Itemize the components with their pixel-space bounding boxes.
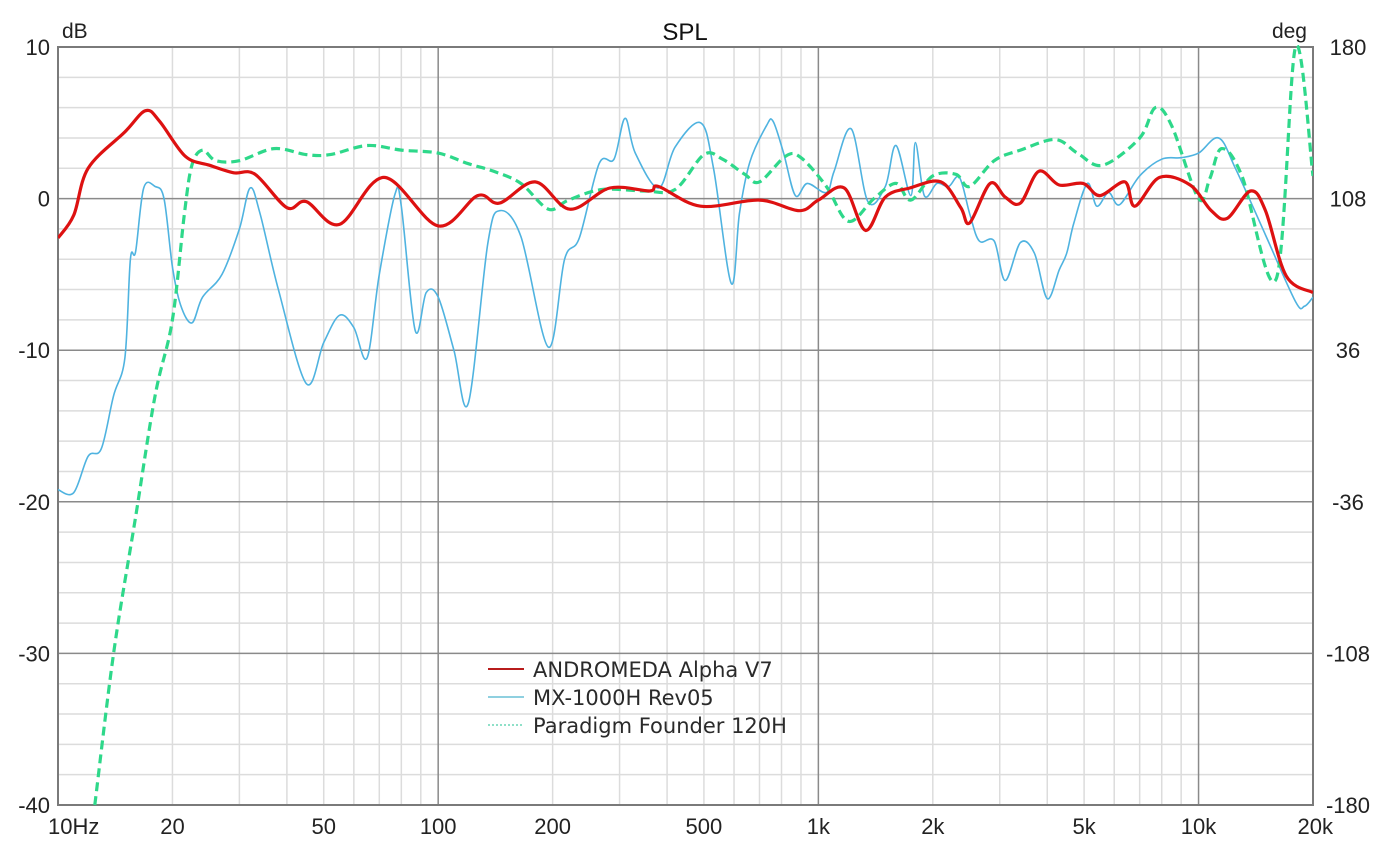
x-tick-label: 10Hz [48,814,99,839]
y-tick-label: -20 [18,490,50,515]
legend-label-paradigm: Paradigm Founder 120H [533,714,787,738]
y-tick-label: 0 [38,187,50,212]
y2-tick-label: -180 [1326,793,1370,818]
series-paradigm-founder-120h [93,45,1313,806]
series-layer [58,45,1313,806]
plot-frame [57,46,1314,806]
y2-axis-unit-label: deg [1272,20,1307,43]
x-tick-label: 5k [1072,814,1096,839]
y2-tick-label: -108 [1326,641,1370,666]
x-tick-label: 500 [686,814,723,839]
x-tick-label: 20 [160,814,184,839]
series-mx-1000h-rev05 [58,117,1313,496]
y-tick-label: -40 [18,793,50,818]
y-axis-tick-labels: 10 0 -10 -20 -30 -40 [18,35,50,818]
x-tick-label: 10k [1181,814,1217,839]
y2-tick-label: -36 [1332,490,1364,515]
y2-axis-tick-labels: 180 108 36 -36 -108 -180 [1326,35,1370,818]
x-tick-label: 20k [1298,814,1334,839]
x-tick-label: 50 [311,814,335,839]
y-tick-label: 10 [26,35,50,60]
x-tick-label: 1k [807,814,831,839]
y2-tick-label: 180 [1330,35,1367,60]
minor-gridlines [58,47,1313,805]
legend: ANDROMEDA Alpha V7 MX-1000H Rev05 Paradi… [488,658,787,738]
legend-label-andromeda: ANDROMEDA Alpha V7 [533,658,773,682]
y2-tick-label: 36 [1336,338,1360,363]
legend-label-mx1000h: MX-1000H Rev05 [533,686,714,710]
y-tick-label: -10 [18,338,50,363]
y-axis-unit-label: dB [62,20,88,43]
chart-title: SPL [662,19,707,46]
series-andromeda-alpha-v7 [58,108,1313,295]
x-tick-label: 2k [921,814,945,839]
x-axis-tick-labels: 10Hz 20 50 100 200 500 1k 2k 5k 10k 20k [48,814,1334,839]
x-tick-label: 200 [534,814,571,839]
y-tick-label: -30 [18,641,50,666]
y2-tick-label: 108 [1330,187,1367,212]
x-tick-label: 100 [420,814,457,839]
